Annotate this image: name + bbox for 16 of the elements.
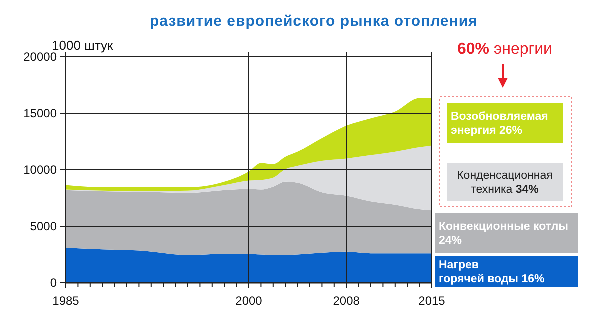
y-tick-label: 5000 bbox=[30, 220, 58, 234]
text: Конденсационная техника 34% bbox=[457, 170, 553, 196]
x-tick-label: 2000 bbox=[236, 294, 263, 308]
chart-title: развитие европейского рынка отопления bbox=[150, 13, 478, 30]
y-tick-label: 0 bbox=[50, 276, 58, 290]
x-tick-label: 2008 bbox=[333, 294, 360, 308]
series-label: Возобновляемая энергия 26% bbox=[451, 111, 548, 137]
y-tick-label: 15000 bbox=[24, 106, 58, 121]
y-tick-label: 20000 bbox=[24, 50, 58, 64]
x-tick-label: 1985 bbox=[52, 294, 80, 308]
y-axis-title: 1000 штук bbox=[52, 38, 114, 53]
text: 60% энергии bbox=[458, 41, 552, 58]
series-label: Нагрев горячей воды 16% bbox=[439, 260, 545, 286]
y-tick-label: 10000 bbox=[24, 163, 58, 178]
text: Конвекционные котлы 24% bbox=[439, 221, 568, 247]
x-tick-label: 2015 bbox=[418, 294, 446, 308]
